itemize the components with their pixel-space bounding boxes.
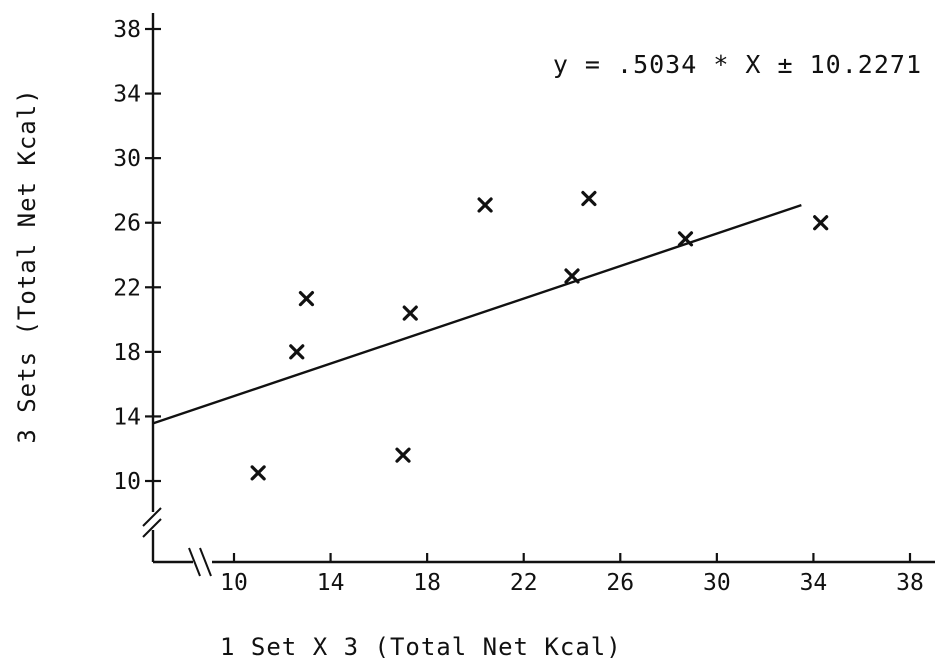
data-point-marker [477,197,493,213]
data-point-marker [298,290,315,307]
x-axis-break-mark [188,547,201,577]
x-tick-label: 10 [220,570,248,596]
data-point-marker [289,344,305,360]
x-axis-break-mark [199,547,212,577]
y-tick-label: 34 [113,82,141,108]
data-point-marker [564,268,580,284]
data-point-marker [677,231,694,247]
regression-line [152,203,802,425]
data-point-marker [250,465,266,481]
y-tick-label: 26 [113,211,141,237]
marker-stroke [289,344,305,360]
y-tick-label: 14 [113,404,141,430]
y-tick-label: 30 [113,146,141,172]
y-axis-break [142,507,162,538]
marker-stroke [581,190,597,207]
regression-equation: y = .5034 * X ± 10.2271 [553,50,922,79]
marker-stroke [477,197,493,213]
y-tick-label: 10 [113,469,141,495]
data-point-marker [402,305,418,321]
y-tick-label: 22 [113,275,141,301]
marker-stroke [298,290,315,307]
marker-stroke [402,305,418,321]
data-point-marker [581,190,597,207]
marker-stroke [250,465,266,481]
x-tick-label: 26 [606,570,634,596]
data-point-marker [395,447,411,463]
y-axis-break-mark [142,518,162,538]
data-point-marker [813,215,829,231]
y-axis-break-mark [142,507,162,527]
x-tick-label: 22 [510,570,538,596]
marker-stroke [395,447,411,463]
axes: 10 14 18 22 26 30 34 38 10 14 18 22 26 30 34 38 [113,13,935,596]
x-tick-label: 30 [703,570,731,596]
marker-stroke [813,215,829,231]
y-tick-label: 38 [113,17,141,43]
y-tick-label: 18 [113,340,141,366]
x-tick-label: 38 [896,570,924,596]
x-tick-label: 18 [413,570,441,596]
x-axis-title: 1 Set X 3 (Total Net Kcal) [220,633,622,661]
data-points [250,190,829,481]
marker-stroke [677,231,694,247]
x-tick-label: 34 [800,570,828,596]
x-axis-break [188,547,212,577]
regression-line-group [152,203,802,425]
y-axis-title: 3 Sets (Total Net Kcal) [13,88,41,443]
x-tick-label: 14 [317,570,345,596]
marker-stroke [564,268,580,284]
